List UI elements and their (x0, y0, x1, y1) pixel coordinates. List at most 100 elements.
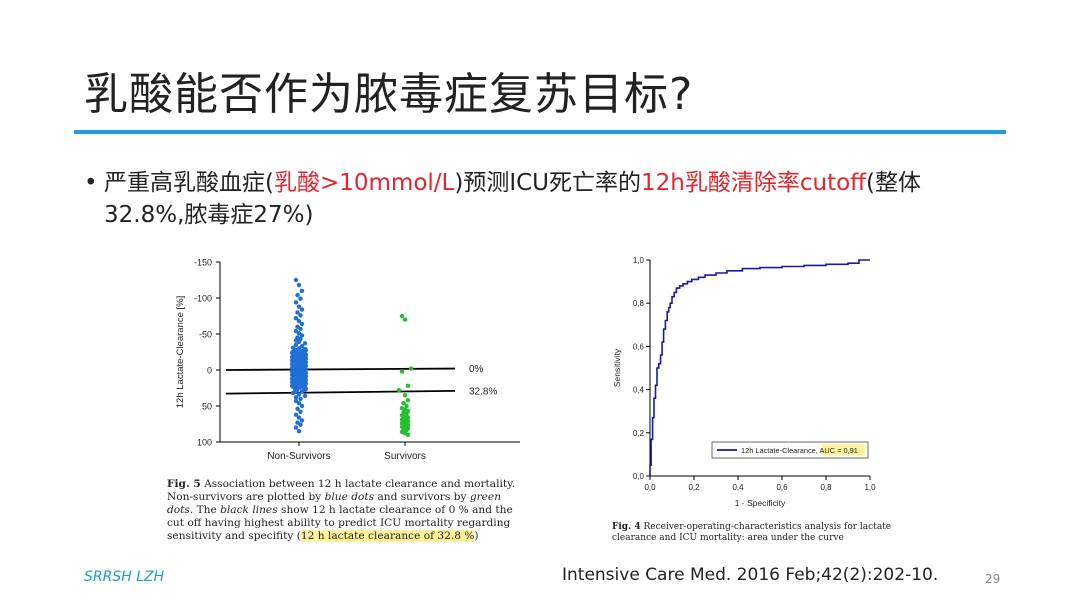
bullet-part-1: 严重高乳酸血症( (104, 170, 274, 196)
scatter-y-tick-label: 0 (207, 366, 212, 376)
bullet-dot: • (84, 170, 98, 196)
non-survivor-point (296, 392, 302, 397)
non-survivor-point (296, 429, 302, 434)
roc-y-tick-label: 0,2 (633, 429, 645, 438)
non-survivor-point (293, 277, 299, 283)
footer-citation: Intensive Care Med. 2016 Feb;42(2):202-1… (562, 565, 939, 585)
non-survivor-point (296, 282, 302, 288)
roc-x-tick-label: 0,6 (776, 483, 788, 492)
non-survivor-point (293, 425, 299, 430)
scatter-points (290, 277, 414, 437)
non-survivor-point (299, 403, 305, 409)
non-survivor-point (295, 406, 300, 412)
non-survivor-point (296, 304, 302, 309)
survivor-point (402, 393, 408, 398)
roc-x-tick-label: 0,0 (644, 483, 656, 492)
page-number: 29 (985, 572, 1001, 586)
roc-y-tick-label: 0,0 (633, 472, 645, 481)
non-survivor-point (302, 393, 308, 399)
non-survivor-point (296, 400, 302, 406)
roc-y-tick-label: 1,0 (633, 256, 645, 265)
fig4-caption: Fig. 4 Receiver-operating-characteristic… (612, 522, 902, 544)
scatter-axes: -150 -100 -50 0 50 100 12h Lactate-Clearance [… (175, 258, 520, 462)
roc-y-tick-label: 0,6 (633, 342, 645, 351)
fig5-black: black lines (220, 504, 278, 516)
fig5-label: Fig. 5 (167, 478, 201, 490)
fig5-text-1: Association between 12 h lactate clearan… (167, 478, 516, 503)
bullet-part-2-highlight: 乳酸>10mmol/L (273, 170, 455, 196)
fig4-text: Receiver-operating-characteristics analy… (612, 522, 892, 543)
bullet-part-4-highlight: 12h乳酸清除率cutoff (641, 170, 867, 196)
non-survivor-point (295, 310, 300, 315)
roc-x-tick-label: 0,2 (688, 483, 700, 492)
scatter-y-tick-label: -150 (194, 258, 212, 268)
roc-y-axis-label: Sensitivity (612, 348, 622, 387)
lactate-clearance-scatter-chart: -150 -100 -50 0 50 100 12h Lactate-Clearance [… (175, 258, 520, 462)
roc-axes: 0,0 0,2 0,4 0,6 0,8 1,0 0,0 0,2 0,4 0,6 0,8 1,0 1 - … (612, 256, 876, 508)
survivor-point (402, 317, 408, 322)
roc-legend-label: 12h Lactate-Clearance, AUC = 0,91 (741, 446, 858, 455)
non-survivor-point (299, 418, 305, 423)
roc-curve-line (649, 259, 870, 476)
non-survivor-point (296, 318, 302, 324)
survivor-point (405, 398, 411, 403)
reference-line (225, 367, 456, 371)
reference-line-label: 32.8% (469, 386, 497, 397)
roc-y-tick-label: 0,4 (633, 386, 645, 395)
non-survivor-point (298, 422, 303, 427)
bullet-text: 严重高乳酸血症(乳酸>10mmol/L)预测ICU死亡率的12h乳酸清除率cut… (104, 167, 994, 231)
survivor-point (408, 366, 414, 371)
non-survivor-point (296, 415, 302, 420)
footer-author: SRRSH LZH (84, 569, 165, 585)
non-survivor-point (293, 395, 299, 400)
non-survivor-point (298, 396, 303, 401)
non-survivor-point (299, 389, 305, 394)
non-survivor-point (298, 296, 303, 301)
bullet-part-3: )预测ICU死亡率的 (454, 170, 642, 196)
scatter-y-tick-label: -100 (194, 294, 212, 304)
non-survivor-point (293, 412, 299, 417)
non-survivor-point (290, 390, 296, 396)
non-survivor-point (296, 339, 302, 345)
survivor-point (404, 403, 409, 409)
survivor-point (405, 432, 411, 437)
non-survivor-point (293, 300, 299, 305)
non-survivor-point (302, 341, 308, 346)
bullet-point: • 严重高乳酸血症(乳酸>10mmol/L)预测ICU死亡率的12h乳酸清除率c… (84, 167, 994, 231)
scatter-x-tick-label: Survivors (384, 451, 426, 462)
non-survivor-point (299, 307, 305, 312)
survivor-point (405, 383, 411, 389)
slide-title: 乳酸能否作为脓毒症复苏目标? (84, 69, 694, 120)
scatter-y-tick-label: 50 (202, 402, 212, 412)
roc-y-tick-label: 0,8 (633, 299, 645, 308)
reference-line (225, 389, 456, 395)
bullet-part-5: (整体32.8%,脓毒症27%) (104, 170, 922, 228)
non-survivor-point (298, 409, 303, 414)
non-survivor-point (293, 342, 299, 347)
fig5-caption: Fig. 5 Association between 12 h lactate … (167, 478, 522, 543)
roc-x-tick-label: 0,8 (820, 483, 832, 492)
non-survivor-point (298, 313, 303, 318)
roc-legend-series-name: 12h Lactate-Clearance, (741, 446, 819, 455)
fig5-green: green dots (167, 491, 502, 516)
roc-curve-chart: 0,0 0,2 0,4 0,6 0,8 1,0 0,0 0,2 0,4 0,6 0,8 1,0 1 - … (612, 256, 876, 508)
fig5-text-3: . The (189, 504, 221, 516)
roc-x-tick-label: 0,4 (732, 483, 744, 492)
fig5-highlight: 12 h lactate clearance of 32.8 % (300, 530, 475, 542)
scatter-y-axis-label: 12h Lactate-Clearance [%] (175, 296, 186, 408)
survivor-point (399, 369, 405, 374)
fig5-text-5: ) (474, 530, 479, 542)
fig5-text-2: and survivors by (374, 491, 470, 503)
non-survivor-point (295, 292, 300, 298)
non-survivor-point (290, 382, 296, 389)
title-divider (74, 130, 1006, 134)
roc-x-tick-label: 1,0 (864, 483, 876, 492)
roc-x-axis-label: 1 - Specificity (735, 498, 786, 508)
scatter-y-tick-label: -50 (199, 330, 212, 340)
fig4-label: Fig. 4 (612, 522, 641, 532)
non-survivor-point (293, 315, 299, 321)
non-survivor-point (299, 321, 305, 327)
survivor-point (399, 313, 405, 319)
fig5-blue: blue dots (324, 491, 375, 503)
reference-line-label: 0% (469, 364, 484, 375)
